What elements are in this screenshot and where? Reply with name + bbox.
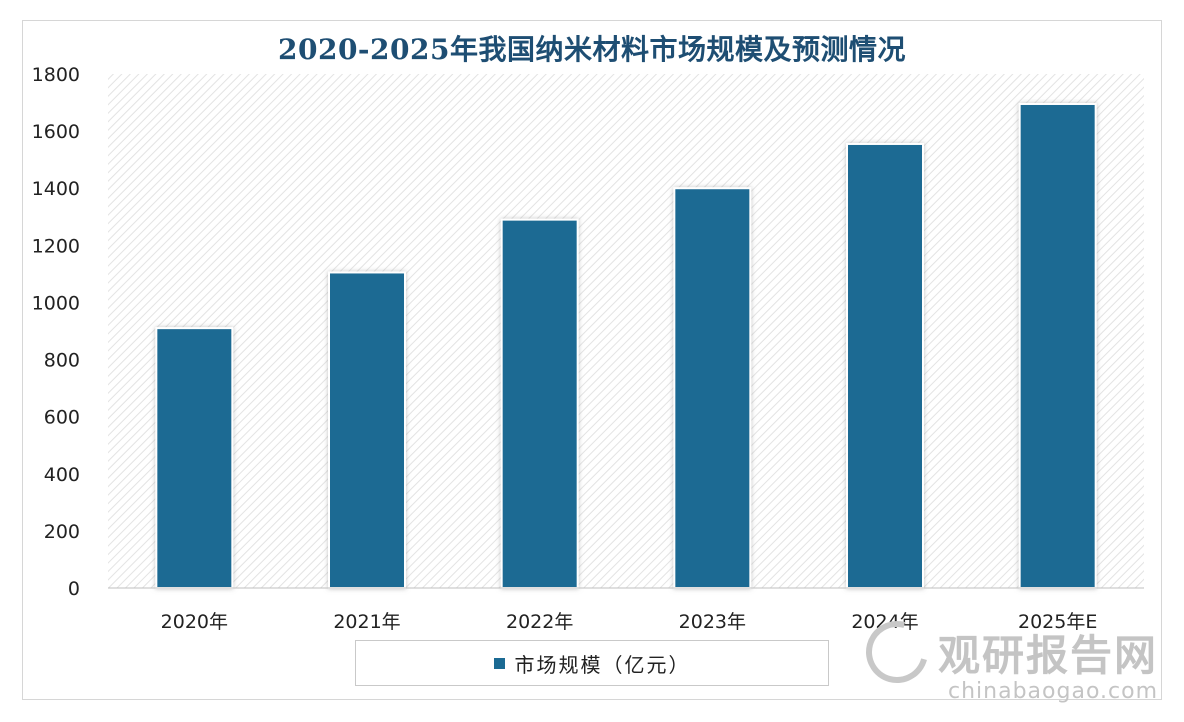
watermark: 观研报告网 chinabaogao.com [854, 609, 1158, 704]
legend-swatch [493, 657, 505, 669]
legend: 市场规模（亿元） [355, 640, 829, 686]
x-tick-label: 2025年E [1018, 611, 1097, 633]
x-tick-label: 2022年 [506, 611, 573, 633]
y-tick-label: 0 [68, 578, 80, 600]
y-tick-label: 200 [44, 521, 80, 543]
bar [155, 327, 234, 589]
chart-title: 2020-2025年我国纳米材料市场规模及预测情况 [278, 33, 906, 66]
x-tick-label: 2020年 [161, 611, 228, 633]
bar [500, 218, 579, 589]
bar [673, 187, 752, 589]
x-tick-label: 2021年 [333, 611, 400, 633]
y-tick-label: 1800 [32, 64, 80, 86]
y-tick-label: 1600 [32, 121, 80, 143]
watermark-brand: 观研报告网 [937, 630, 1158, 680]
bar [328, 271, 406, 589]
plot-area-background [108, 74, 1144, 588]
bar [1018, 102, 1097, 589]
y-tick-label: 1200 [32, 235, 80, 257]
y-tick-label: 400 [44, 464, 80, 486]
y-tick-label: 800 [44, 350, 80, 372]
y-tick-label: 600 [44, 407, 80, 429]
y-tick-label: 1000 [32, 292, 80, 314]
x-tick-label: 2023年 [679, 611, 746, 633]
y-tick-label: 1400 [32, 178, 80, 200]
legend-label: 市场规模（亿元） [514, 652, 691, 677]
watermark-url: chinabaogao.com [948, 679, 1158, 704]
bar [846, 142, 924, 589]
x-tick-label: 2024年 [851, 611, 918, 633]
